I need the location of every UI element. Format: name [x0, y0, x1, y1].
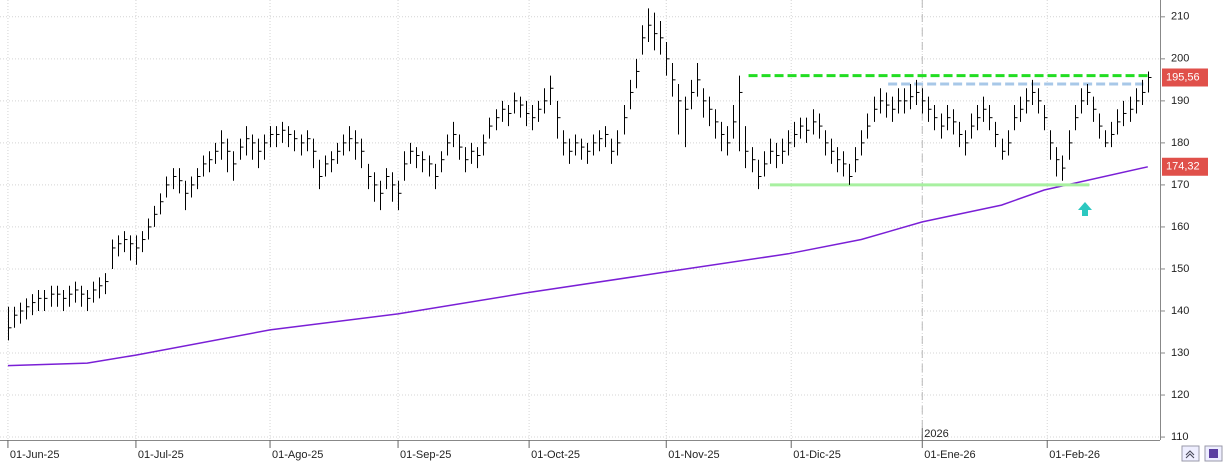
x-tick-label: 01-Jul-25 [138, 449, 184, 461]
y-tick-label: 140 [1171, 305, 1189, 317]
x-tick-label: 01-Ene-26 [924, 449, 975, 461]
x-tick-label: 01-Oct-25 [531, 449, 580, 461]
y-tick-label: 130 [1171, 347, 1189, 359]
y-tick-label: 190 [1171, 95, 1189, 107]
y-tick-label: 210 [1171, 11, 1189, 23]
arrow-annotation [1078, 202, 1092, 216]
x-tick-label: 01-Dic-25 [793, 449, 841, 461]
y-tick-label: 200 [1171, 53, 1189, 65]
price-label: 174,32 [1166, 161, 1200, 173]
zoom-button[interactable] [1181, 445, 1200, 462]
y-tick-label: 170 [1171, 179, 1189, 191]
y-tick-label: 180 [1171, 137, 1189, 149]
x-tick-label: 01-Sep-25 [400, 449, 451, 461]
save-icon [1209, 449, 1218, 458]
x-tick-label: 01-Feb-26 [1049, 449, 1100, 461]
y-tick-label: 150 [1171, 263, 1189, 275]
y-tick-label: 120 [1171, 389, 1189, 401]
moving-average-line [7, 166, 1148, 367]
price-label: 195,56 [1166, 71, 1200, 83]
year-label: 2026 [924, 428, 948, 440]
x-tick-label: 01-Jun-25 [10, 449, 60, 461]
x-tick-label: 01-Ago-25 [272, 449, 323, 461]
y-tick-label: 110 [1171, 431, 1189, 443]
price-label-box [1162, 68, 1208, 87]
x-tick-label: 01-Nov-25 [668, 449, 719, 461]
zoom-icon [1185, 450, 1195, 459]
y-tick-label: 160 [1171, 221, 1189, 233]
price-label-box [1162, 157, 1208, 176]
